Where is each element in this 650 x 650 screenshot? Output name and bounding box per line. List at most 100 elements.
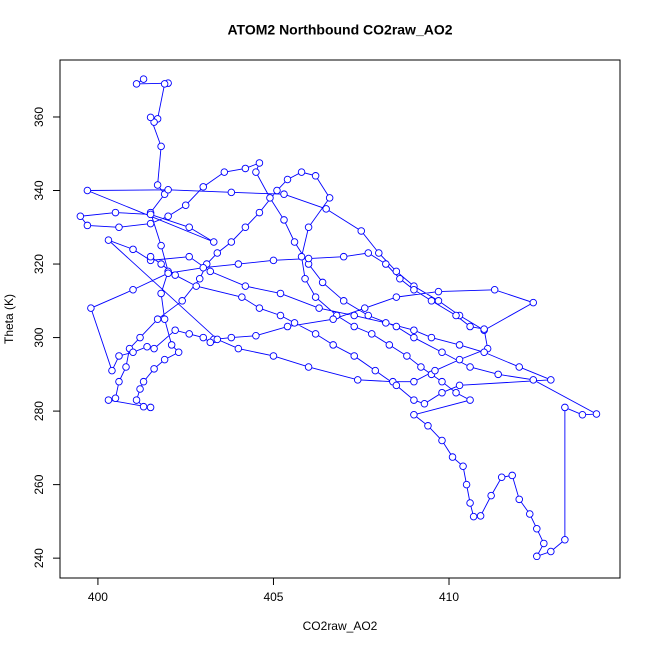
data-point <box>301 274 309 283</box>
data-point <box>427 297 436 305</box>
data-point <box>578 411 587 419</box>
data-point <box>227 238 236 246</box>
data-point <box>561 403 569 412</box>
chart-title: ATOM2 Northbound CO2raw_AO2 <box>227 22 452 38</box>
data-point <box>146 219 155 228</box>
y-tick-label: 240 <box>32 548 46 568</box>
data-point <box>255 304 264 312</box>
data-point <box>311 172 320 180</box>
data-point <box>213 335 222 344</box>
data-point <box>438 436 446 445</box>
data-point <box>304 254 313 263</box>
data-point <box>153 315 162 323</box>
data-point <box>526 510 534 518</box>
data-point <box>462 480 471 489</box>
data-point <box>108 366 116 375</box>
data-point <box>255 159 264 167</box>
data-point <box>160 355 169 364</box>
data-point <box>241 164 250 173</box>
data-point <box>238 293 246 301</box>
data-point <box>227 188 236 197</box>
data-point <box>339 297 348 305</box>
data-point <box>199 333 207 342</box>
data-point <box>241 223 250 232</box>
data-point <box>122 363 130 371</box>
data-point <box>455 341 464 349</box>
data-point <box>455 381 464 390</box>
data-point <box>132 396 141 404</box>
data-point <box>431 366 439 375</box>
data-point <box>438 377 446 386</box>
data-point <box>206 267 215 276</box>
data-point <box>480 325 488 333</box>
data-point <box>592 410 601 418</box>
data-point <box>115 223 123 232</box>
data-point <box>157 241 165 250</box>
data-point <box>290 319 299 327</box>
data-point <box>304 363 313 371</box>
data-point <box>350 352 358 360</box>
y-tick-label: 340 <box>32 180 46 200</box>
data-point <box>146 210 155 219</box>
data-point <box>115 377 123 386</box>
data-point <box>339 252 348 261</box>
data-point <box>83 186 92 195</box>
data-point <box>547 376 555 384</box>
data-point <box>466 363 474 371</box>
data-point <box>382 319 390 327</box>
data-point <box>322 205 330 213</box>
data-point <box>480 348 488 357</box>
data-point <box>403 352 411 360</box>
data-point <box>252 331 260 340</box>
data-point <box>427 333 436 342</box>
data-point <box>129 245 137 254</box>
data-point <box>87 304 95 312</box>
data-point <box>167 341 176 349</box>
data-point <box>540 539 548 548</box>
data-point <box>529 376 538 384</box>
x-tick-label: 400 <box>88 590 108 604</box>
data-point <box>311 330 320 338</box>
data-point <box>410 333 418 342</box>
data-point <box>508 471 516 480</box>
data-point <box>487 491 495 500</box>
data-point <box>375 249 383 257</box>
data-point <box>171 326 179 334</box>
data-point <box>466 322 474 331</box>
data-point <box>104 396 113 404</box>
data-point <box>392 381 401 390</box>
y-axis-label: Theta (K) <box>2 294 16 344</box>
data-point <box>452 388 460 397</box>
data-point <box>283 175 292 184</box>
data-point <box>371 366 380 375</box>
data-point <box>410 326 418 334</box>
data-point <box>476 512 485 520</box>
y-tick-label: 260 <box>32 474 46 494</box>
data-point <box>178 297 186 305</box>
data-point <box>515 495 523 504</box>
data-point <box>490 286 499 294</box>
data-point <box>199 183 207 191</box>
data-point <box>83 221 92 230</box>
data-point <box>111 394 120 402</box>
y-tick-label: 320 <box>32 254 46 274</box>
data-point <box>417 363 425 371</box>
data-point <box>273 186 281 195</box>
data-point <box>276 289 285 298</box>
data-point <box>129 286 137 294</box>
data-point <box>392 267 401 276</box>
data-point <box>164 212 172 220</box>
x-tick-label: 410 <box>439 590 459 604</box>
data-point <box>234 260 243 268</box>
y-tick-label: 280 <box>32 401 46 421</box>
data-point <box>185 330 193 338</box>
x-axis-label: CO2raw_AO2 <box>303 619 378 633</box>
x-tick-label: 405 <box>263 590 283 604</box>
data-point <box>357 227 365 235</box>
data-point <box>455 355 464 364</box>
data-point <box>220 168 229 176</box>
data-point <box>280 216 288 224</box>
data-point <box>185 252 193 261</box>
data-point <box>459 462 467 470</box>
